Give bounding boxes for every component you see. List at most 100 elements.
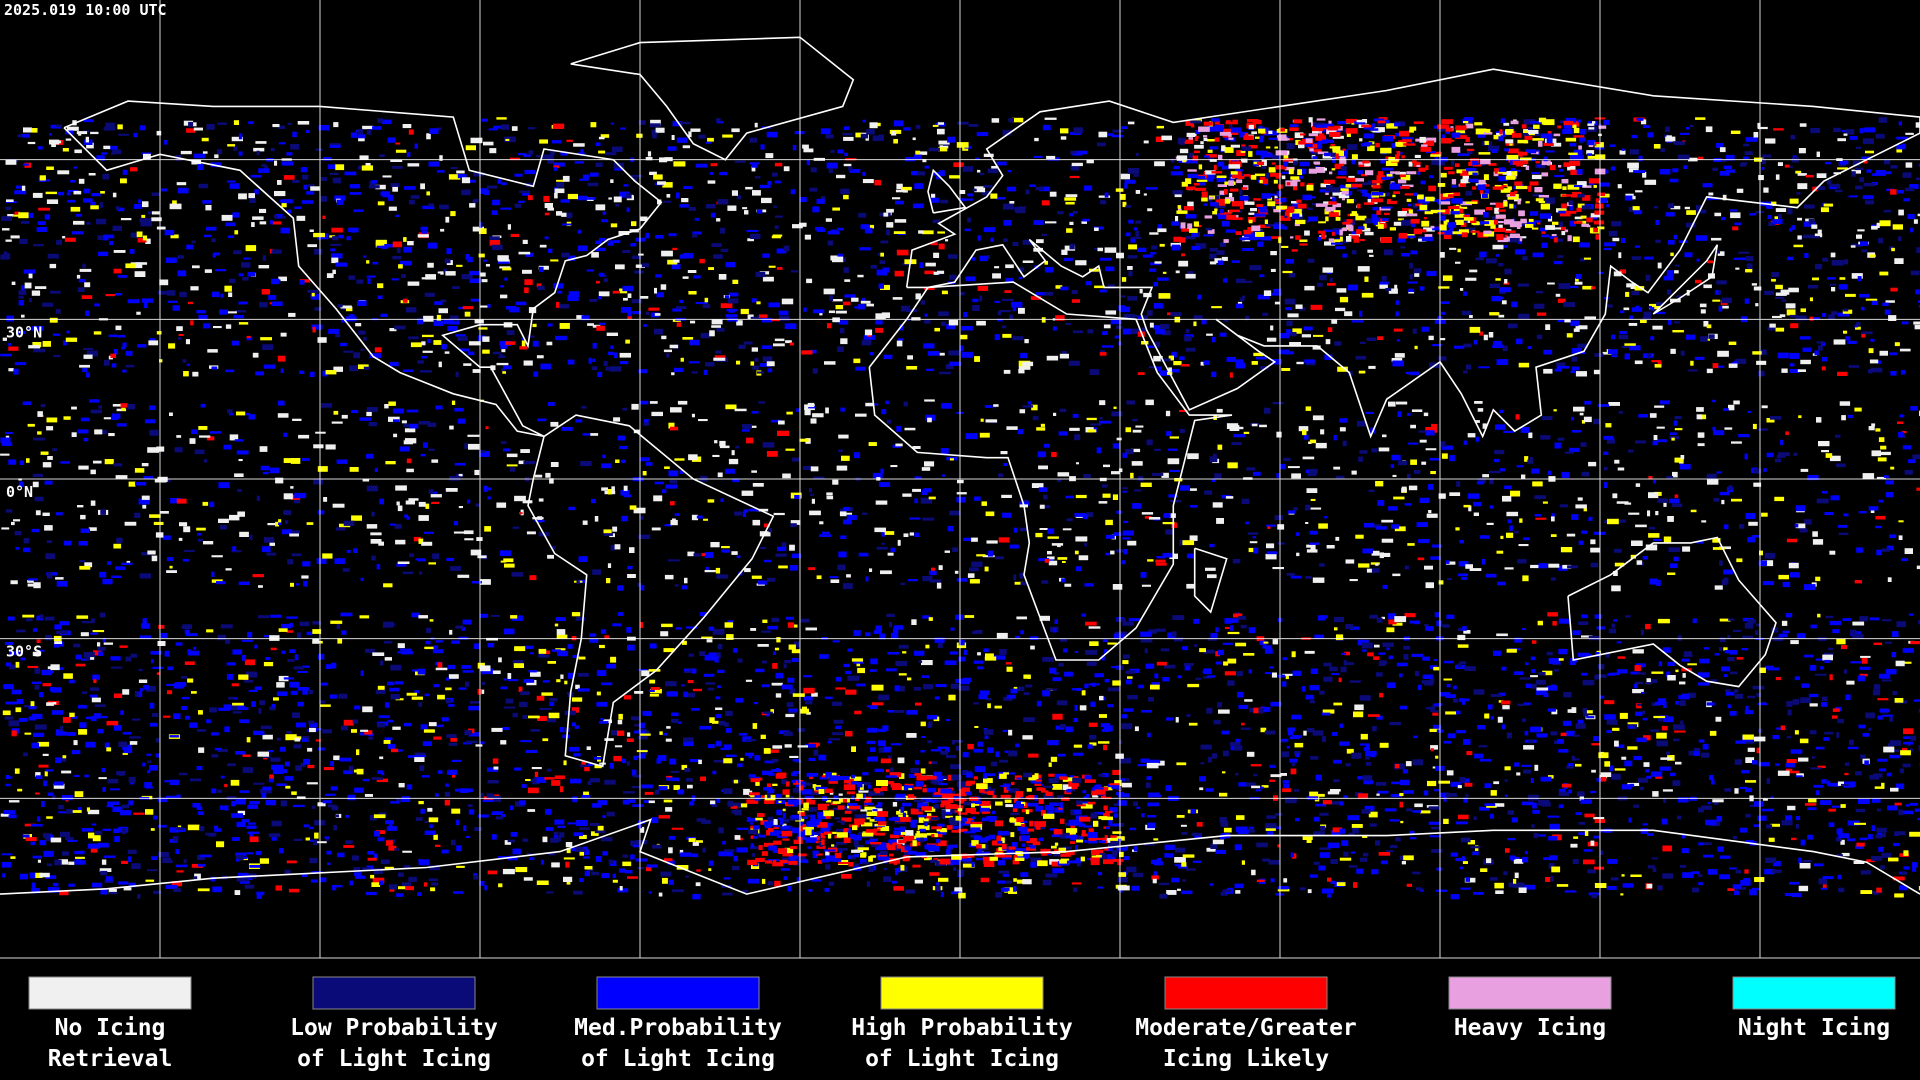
icing-pixel (1053, 672, 1060, 675)
icing-pixel (1503, 219, 1515, 225)
icing-pixel (768, 302, 780, 308)
icing-pixel (1391, 143, 1396, 149)
icing-pixel (1805, 174, 1814, 178)
icing-pixel (1668, 547, 1681, 553)
icing-pixel (742, 207, 748, 210)
icing-pixel (1064, 583, 1072, 587)
icing-pixel (608, 197, 612, 200)
icing-pixel (1884, 159, 1891, 165)
icing-pixel (1143, 193, 1147, 196)
icing-pixel (393, 419, 400, 423)
icing-pixel (1485, 128, 1491, 133)
icing-pixel (1351, 122, 1356, 125)
icing-pixel (234, 473, 244, 477)
icing-pixel (1346, 236, 1352, 242)
icing-pixel (371, 180, 378, 184)
icing-pixel (1124, 448, 1134, 455)
icing-pixel (877, 252, 883, 256)
icing-pixel (1721, 297, 1732, 304)
icing-pixel (359, 155, 369, 160)
icing-pixel (53, 140, 62, 144)
icing-pixel (938, 140, 950, 145)
icing-pixel (47, 253, 59, 259)
icing-pixel (1536, 312, 1547, 316)
icing-pixel (1355, 534, 1364, 539)
icing-pixel (399, 446, 410, 452)
icing-pixel (1539, 227, 1547, 232)
icing-pixel (79, 364, 90, 368)
icing-pixel (115, 566, 126, 570)
icing-pixel (1789, 368, 1800, 373)
icing-pixel (172, 305, 180, 311)
icing-pixel (391, 278, 399, 281)
icing-pixel (90, 500, 96, 506)
icing-pixel (1424, 565, 1433, 570)
icing-pixel (64, 237, 76, 242)
icing-pixel (986, 255, 991, 260)
icing-pixel (1312, 415, 1324, 421)
icing-pixel (1308, 468, 1318, 474)
icing-pixel (1736, 188, 1744, 193)
icing-pixel (279, 199, 283, 203)
icing-pixel (103, 126, 116, 131)
icing-pixel (1341, 198, 1345, 201)
icing-pixel (1477, 408, 1484, 412)
icing-pixel (859, 247, 871, 251)
icing-pixel (650, 119, 661, 126)
icing-pixel (1804, 253, 1809, 258)
icing-pixel (190, 286, 199, 291)
icing-pixel (1295, 304, 1303, 309)
icing-pixel (479, 305, 489, 308)
icing-pixel (789, 342, 795, 346)
icing-pixel (566, 212, 573, 219)
icing-pixel (1885, 480, 1894, 485)
icing-pixel (1409, 274, 1413, 280)
icing-pixel (1531, 468, 1540, 474)
icing-pixel (227, 311, 237, 314)
icing-pixel (913, 154, 922, 160)
icing-pixel (323, 497, 328, 502)
icing-pixel (418, 538, 424, 544)
icing-pixel (762, 253, 770, 258)
icing-pixel (1286, 182, 1291, 186)
icing-pixel (1713, 497, 1720, 502)
icing-pixel (1018, 366, 1031, 370)
icing-pixel (1241, 144, 1246, 148)
icing-pixel (838, 449, 843, 453)
icing-pixel (497, 179, 502, 184)
icing-pixel (63, 340, 67, 346)
icing-pixel (1631, 134, 1638, 139)
icing-pixel (1551, 513, 1555, 518)
icing-pixel (271, 249, 282, 254)
icing-pixel (147, 550, 156, 555)
icing-pixel (427, 242, 437, 249)
icing-pixel (1242, 248, 1254, 251)
icing-pixel (238, 273, 244, 277)
icing-pixel (1597, 192, 1605, 196)
icing-pixel (472, 226, 484, 232)
icing-pixel (1420, 180, 1426, 185)
icing-pixel (421, 541, 433, 546)
icing-pixel (808, 567, 816, 571)
icing-pixel (1185, 273, 1196, 279)
icing-pixel (1593, 369, 1600, 375)
icing-pixel (947, 525, 954, 532)
icing-pixel (1017, 267, 1025, 272)
icing-pixel (1857, 276, 1862, 282)
icing-pixel (345, 306, 353, 312)
icing-pixel (1674, 264, 1680, 267)
icing-pixel (1815, 186, 1825, 190)
icing-pixel (480, 272, 486, 277)
icing-pixel (341, 319, 346, 323)
icing-pixel (874, 527, 886, 533)
icing-pixel (401, 420, 407, 424)
icing-pixel (803, 148, 814, 153)
icing-pixel (738, 344, 746, 349)
icing-pixel (1266, 524, 1277, 527)
icing-pixel (1485, 258, 1497, 264)
icing-pixel (1166, 431, 1171, 436)
icing-pixel (380, 191, 390, 196)
icing-pixel (1489, 312, 1500, 316)
icing-pixel (1421, 236, 1434, 242)
icing-pixel (816, 228, 825, 232)
